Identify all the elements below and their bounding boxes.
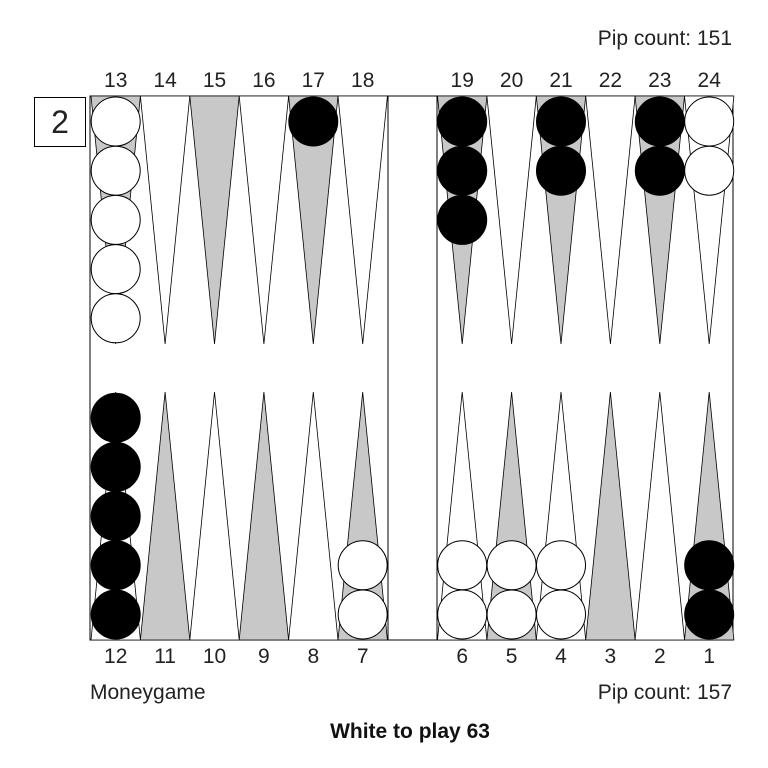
- point-16[interactable]: [238, 95, 290, 345]
- point-15[interactable]: [189, 95, 240, 345]
- point-9[interactable]: [238, 391, 290, 641]
- black-checker[interactable]: [90, 589, 141, 640]
- black-checker[interactable]: [90, 540, 141, 591]
- bottom-point-label: 5: [506, 645, 518, 668]
- white-checker[interactable]: [90, 293, 141, 344]
- status-message: White to play 63: [330, 720, 490, 743]
- bottom-point-label: 6: [456, 645, 468, 668]
- bottom-point-label: 7: [357, 645, 369, 668]
- point-22[interactable]: [585, 95, 636, 345]
- bottom-point-label: 11: [154, 645, 176, 668]
- bottom-point-label: 4: [555, 645, 567, 668]
- white-checker[interactable]: [90, 194, 141, 245]
- game-mode-label: Moneygame: [90, 681, 206, 704]
- top-point-label: 22: [599, 69, 622, 92]
- white-checker[interactable]: [486, 540, 537, 591]
- bottom-point-label: 9: [258, 645, 270, 668]
- point-11[interactable]: [139, 391, 191, 641]
- top-point-label: 15: [203, 69, 226, 92]
- white-checker[interactable]: [536, 589, 586, 640]
- bottom-point-label: 10: [203, 645, 226, 668]
- doubling-cube[interactable]: 2: [34, 97, 86, 147]
- white-checker[interactable]: [337, 589, 388, 640]
- point-17[interactable]: [288, 95, 339, 345]
- top-point-label: 19: [451, 69, 474, 92]
- black-checker[interactable]: [684, 540, 735, 591]
- black-checker[interactable]: [536, 145, 586, 196]
- top-point-label: 20: [500, 69, 523, 92]
- point-3[interactable]: [585, 391, 636, 641]
- black-checker[interactable]: [90, 392, 141, 443]
- bottom-point-label: 2: [654, 645, 666, 668]
- white-checker[interactable]: [90, 145, 141, 196]
- white-checker[interactable]: [684, 96, 735, 147]
- black-checker[interactable]: [684, 589, 735, 640]
- black-checker[interactable]: [536, 96, 586, 147]
- bottom-point-label: 3: [605, 645, 617, 668]
- black-checker[interactable]: [90, 491, 141, 542]
- top-point-label: 17: [302, 69, 325, 92]
- black-checker[interactable]: [437, 194, 488, 245]
- black-checker[interactable]: [288, 96, 339, 147]
- white-checker[interactable]: [437, 589, 488, 640]
- top-point-label: 14: [153, 69, 177, 92]
- white-checker[interactable]: [684, 145, 735, 196]
- white-checker[interactable]: [337, 540, 388, 591]
- bar[interactable]: [387, 95, 438, 641]
- bottom-point-label: 8: [307, 645, 319, 668]
- white-checker[interactable]: [90, 96, 141, 147]
- top-point-label: 24: [698, 69, 722, 92]
- bottom-point-label: 1: [703, 645, 715, 668]
- black-checker[interactable]: [634, 145, 685, 196]
- top-point-label: 21: [549, 69, 572, 92]
- point-18[interactable]: [337, 95, 388, 345]
- black-checker[interactable]: [437, 96, 488, 147]
- white-checker[interactable]: [90, 244, 141, 295]
- point-8[interactable]: [288, 391, 339, 641]
- point-10[interactable]: [189, 391, 240, 641]
- point-2[interactable]: [634, 391, 685, 641]
- black-checker[interactable]: [90, 441, 141, 492]
- white-checker[interactable]: [486, 589, 537, 640]
- top-point-label: 13: [104, 69, 127, 92]
- top-point-label: 16: [252, 69, 275, 92]
- top-pip-count: Pip count: 151: [597, 27, 732, 50]
- bottom-pip-count: Pip count: 157: [597, 681, 732, 704]
- white-checker[interactable]: [437, 540, 488, 591]
- black-checker[interactable]: [437, 145, 488, 196]
- bottom-point-label: 12: [104, 645, 127, 668]
- top-point-label: 23: [648, 69, 671, 92]
- black-checker[interactable]: [634, 96, 685, 147]
- point-14[interactable]: [139, 95, 191, 345]
- top-point-label: 18: [351, 69, 374, 92]
- white-checker[interactable]: [536, 540, 586, 591]
- point-20[interactable]: [486, 95, 537, 345]
